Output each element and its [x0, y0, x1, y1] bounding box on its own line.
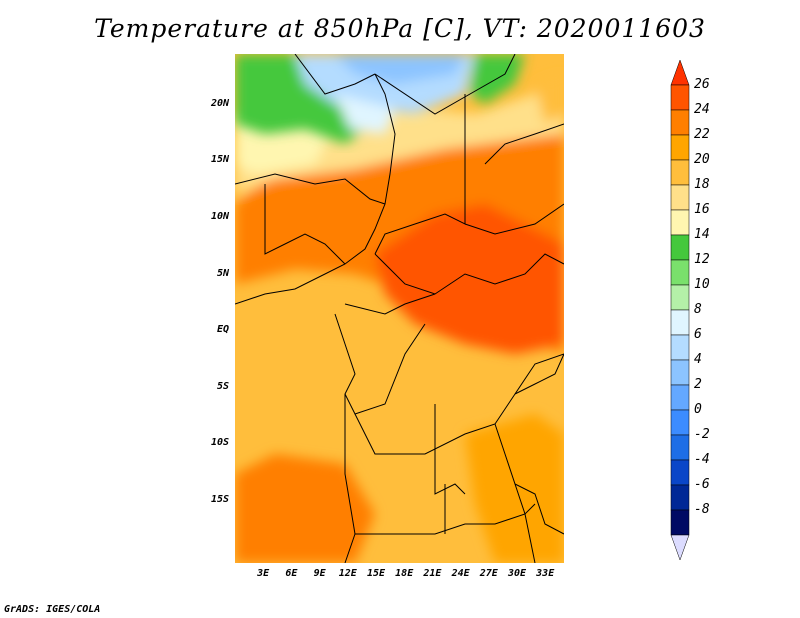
lon-label-12e: 12E	[338, 568, 357, 579]
lat-label-15n: 15N	[210, 154, 229, 166]
colorbar-swatch	[670, 459, 690, 486]
lat-label-20n: 20N	[210, 97, 229, 109]
colorbar-swatch	[670, 109, 690, 136]
colorbar-swatch	[670, 359, 690, 386]
cold-12-northeast	[470, 54, 525, 104]
lon-label-9e: 9E	[313, 568, 326, 579]
lat-label-15s: 15S	[210, 493, 229, 505]
colorbar-swatch	[670, 284, 690, 311]
colorbar-label: 4	[694, 352, 702, 367]
lon-label-21e: 21E	[423, 568, 442, 579]
lon-label-15e: 15E	[366, 568, 386, 579]
colorbar-swatch	[670, 134, 690, 161]
colorbar-swatch	[670, 384, 690, 411]
colorbar-swatch	[670, 309, 690, 336]
colorbar-label: 8	[694, 302, 702, 317]
grads-credit: GrADS: IGES/COLA	[4, 604, 101, 615]
hot-24-region	[375, 204, 564, 354]
cold-8-north	[335, 94, 395, 134]
lat-label-5s: 5S	[216, 380, 229, 392]
temperature-map	[235, 54, 564, 563]
colorbar-swatch	[670, 184, 690, 211]
map-title: Temperature at 850hPa [C], VT: 202001160…	[94, 14, 706, 43]
lat-label-10n: 10N	[210, 211, 229, 222]
colorbar-swatch	[670, 334, 690, 361]
colorbar-swatch	[670, 84, 690, 111]
colorbar-swatch	[670, 159, 690, 186]
colorbar-label: -6	[694, 477, 710, 492]
colorbar-label: 20	[694, 152, 710, 167]
warm-22-southwest	[235, 454, 375, 563]
colorbar-label: -2	[694, 427, 710, 442]
lon-label-27e: 27E	[479, 568, 498, 579]
lon-label-24e: 24E	[451, 568, 470, 579]
lat-label-5n: 5N	[216, 267, 229, 279]
colorbar-swatch	[670, 209, 690, 236]
lat-label-eq: EQ	[216, 324, 229, 336]
colorbar-label: 18	[694, 177, 710, 192]
lon-label-18e: 18E	[395, 568, 414, 579]
country-borders	[235, 54, 564, 563]
colorbar-label: 10	[694, 277, 710, 292]
colorbar-label: 2	[694, 377, 702, 392]
colorbar-swatch	[670, 484, 690, 511]
mild-16-northwest	[235, 84, 564, 194]
lat-label-10s: 10S	[210, 437, 229, 449]
warm-18-east	[535, 74, 564, 124]
warm-22-southeast	[465, 414, 564, 563]
lon-label-3e: 3E	[257, 568, 270, 579]
colorbar-label: -4	[694, 452, 710, 467]
colorbar-swatch	[670, 534, 690, 560]
colorbar-label: 6	[694, 327, 702, 342]
colorbar-label: -8	[694, 502, 710, 517]
lon-label-6e: 6E	[285, 568, 298, 579]
colorbar-label: 24	[694, 102, 710, 117]
colorbar-label: 22	[694, 127, 710, 142]
lon-label-33e: 33E	[536, 568, 555, 579]
cold-4-north	[335, 54, 465, 84]
colorbar-label: 14	[694, 227, 710, 242]
colorbar-swatch	[670, 259, 690, 286]
colorbar	[670, 60, 690, 560]
colorbar-swatch	[670, 509, 690, 536]
colorbar-swatch	[670, 434, 690, 461]
colorbar-label: 0	[694, 402, 702, 417]
lon-label-30e: 30E	[507, 568, 527, 579]
colorbar-swatch	[670, 60, 690, 86]
colorbar-label: 26	[694, 77, 710, 92]
colorbar-swatch	[670, 234, 690, 261]
colorbar-swatch	[670, 409, 690, 436]
colorbar-label: 12	[694, 252, 710, 267]
colorbar-label: 16	[694, 202, 710, 217]
